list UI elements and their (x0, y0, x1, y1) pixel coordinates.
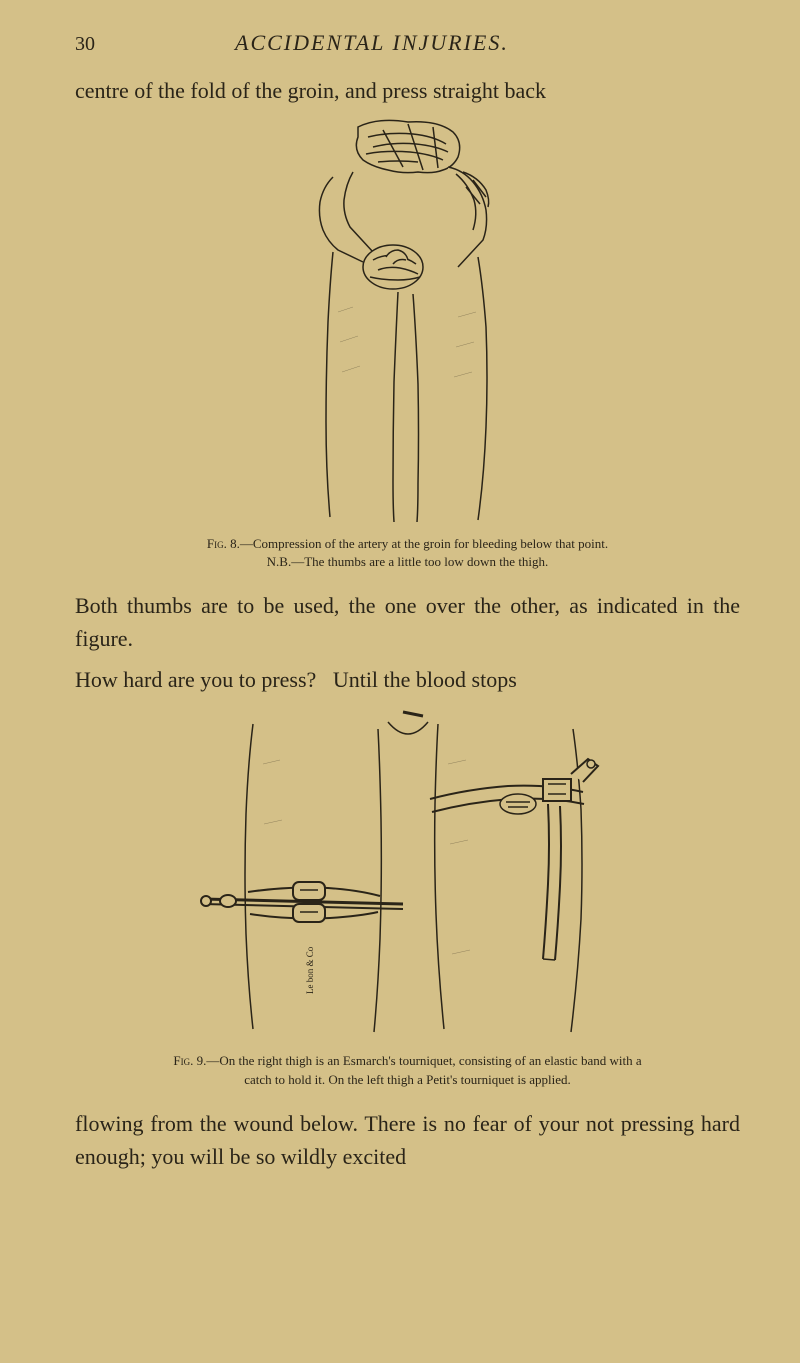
figure-9-signature: Le bon & Co (305, 947, 315, 995)
page-title: ACCIDENTAL INJURIES. (235, 30, 509, 56)
fig-8-caption-line1: —Compression of the artery at the groin … (240, 536, 608, 551)
page-header: 30 ACCIDENTAL INJURIES. (75, 30, 740, 56)
fig-8-number: 8. (230, 536, 240, 551)
fig-9-label: Fig. (173, 1053, 193, 1068)
figure-8-illustration (238, 112, 578, 527)
p3-part1: How hard are you to press? (75, 667, 316, 692)
figure-9-caption: Fig. 9.—On the right thigh is an Esmarch… (115, 1052, 700, 1088)
paragraph-3: How hard are you to press? Until the blo… (75, 663, 740, 696)
paragraph-1: centre of the fold of the groin, and pre… (75, 74, 740, 107)
fig-9-caption-line1: —On the right thigh is an Esmarch's tour… (206, 1053, 641, 1068)
figure-8-caption: Fig. 8.—Compression of the artery at the… (115, 535, 700, 571)
p3-part2: Until the blood stops (333, 667, 517, 692)
paragraph-2: Both thumbs are to be used, the one over… (75, 589, 740, 655)
paragraph-4: flowing from the wound below. There is n… (75, 1107, 740, 1173)
fig-9-caption-line2: catch to hold it. On the left thigh a Pe… (115, 1071, 700, 1089)
fig-8-label: Fig. (207, 536, 227, 551)
fig-8-caption-line2: N.B.—The thumbs are a little too low dow… (115, 553, 700, 571)
figure-9-container: Le bon & Co (75, 704, 740, 1044)
figure-9-illustration: Le bon & Co (188, 704, 628, 1044)
figure-8-container (75, 112, 740, 527)
fig-9-number: 9. (197, 1053, 207, 1068)
page-number: 30 (75, 33, 95, 56)
